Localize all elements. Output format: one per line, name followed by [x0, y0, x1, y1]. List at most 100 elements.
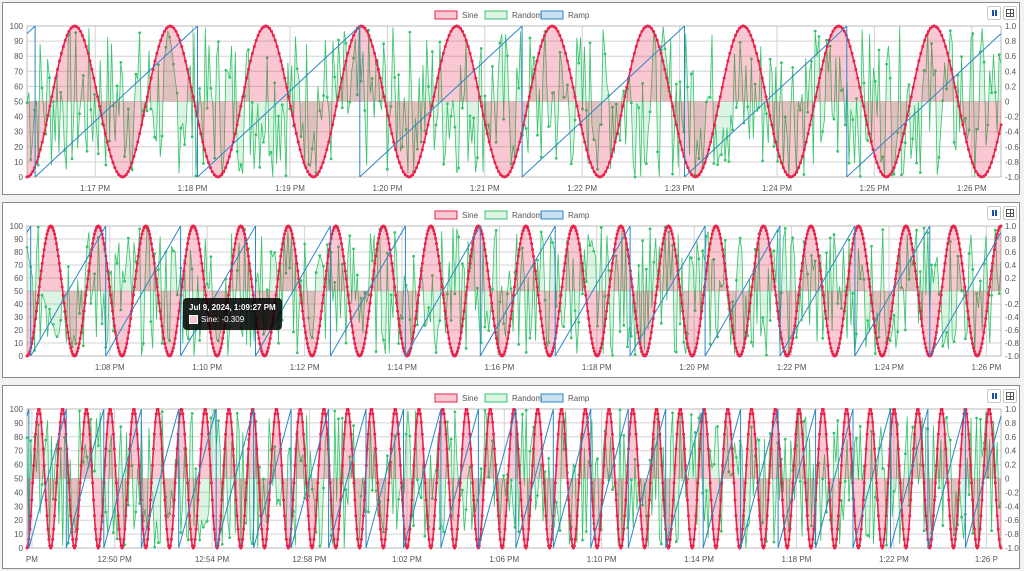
random-point: [179, 126, 183, 130]
sine-point: [734, 514, 738, 518]
sine-point: [864, 254, 868, 258]
sine-point: [51, 226, 55, 230]
sine-point: [29, 173, 33, 177]
sine-point: [455, 352, 459, 356]
sine-point: [942, 420, 946, 424]
sine-point: [974, 170, 978, 174]
ramp-series-line[interactable]: [26, 408, 1002, 549]
x-tick-label: 1:18 PM: [178, 184, 208, 193]
sine-point: [575, 104, 579, 108]
sine-point: [693, 527, 697, 531]
sine-point: [918, 420, 922, 424]
sine-point: [387, 242, 391, 246]
legend[interactable]: Sine Random Ramp: [434, 10, 590, 20]
sine-point: [530, 481, 534, 485]
sine-point: [586, 309, 590, 313]
sine-point: [636, 38, 640, 42]
sine-point: [127, 330, 131, 334]
random-point: [344, 488, 348, 492]
random-point: [738, 41, 742, 44]
sine-point: [922, 336, 926, 340]
random-point: [832, 117, 836, 121]
sine-point: [141, 229, 145, 233]
sine-point: [798, 408, 802, 412]
pause-button[interactable]: [987, 206, 1001, 220]
sine-point: [469, 447, 473, 451]
ramp-series-line[interactable]: [26, 225, 1002, 357]
x-tick-label: 1:02 PM: [392, 555, 422, 564]
ramp-series-line[interactable]: [26, 25, 1002, 178]
pause-button[interactable]: [987, 389, 1001, 403]
sine-point: [275, 408, 279, 412]
sine-point: [435, 481, 439, 485]
random-point: [693, 431, 697, 434]
sine-point: [503, 349, 507, 353]
random-point: [408, 318, 412, 322]
table-view-button[interactable]: [1003, 6, 1017, 20]
sine-point: [574, 229, 578, 233]
sine-point: [900, 140, 904, 144]
sine-point: [950, 537, 954, 541]
sine-point: [205, 412, 209, 416]
random-point: [51, 497, 55, 501]
random-point: [265, 288, 269, 292]
sine-point: [830, 527, 834, 531]
sine-point: [92, 236, 96, 240]
sine-point: [414, 317, 418, 321]
random-point: [986, 123, 990, 127]
sine-point: [704, 269, 708, 273]
sine-point: [41, 254, 45, 258]
sine-point: [105, 140, 109, 144]
sine-point: [607, 293, 611, 297]
random-series-line[interactable]: [26, 409, 1002, 549]
sine-point: [118, 537, 122, 541]
random-series-line[interactable]: [26, 227, 1002, 356]
sine-point: [762, 85, 766, 89]
sine-point: [296, 140, 300, 144]
sine-point: [683, 447, 687, 451]
sine-point: [732, 336, 736, 340]
sine-point: [573, 95, 577, 99]
sine-point: [432, 95, 436, 99]
sine-point: [600, 498, 604, 502]
legend[interactable]: Sine Random Ramp: [434, 210, 590, 220]
pause-button[interactable]: [987, 6, 1001, 20]
table-view-button[interactable]: [1003, 389, 1017, 403]
random-point: [750, 340, 753, 344]
sine-point: [427, 537, 431, 541]
sine-point: [346, 408, 350, 412]
sine-point: [304, 166, 308, 170]
sine-point: [301, 420, 305, 424]
sine-point: [79, 463, 83, 467]
x-tick-label: 1:25 PM: [859, 184, 889, 193]
random-point: [314, 271, 318, 274]
random-point: [205, 282, 209, 286]
sine-point: [603, 447, 607, 451]
sine-point: [640, 349, 644, 353]
line-chart-3[interactable]: Sine Random Ramp0102030405060708090100-1.0…: [3, 386, 1019, 568]
random-series-line[interactable]: [26, 26, 1002, 178]
sine-point: [517, 248, 521, 252]
table-view-button[interactable]: [1003, 206, 1017, 220]
sine-point: [448, 498, 452, 502]
random-point: [543, 470, 547, 474]
random-point: [611, 105, 614, 109]
line-chart-1[interactable]: Sine Random Ramp0102030405060708090100-1.0…: [3, 3, 1019, 194]
sine-point: [525, 544, 529, 548]
sine-point: [473, 514, 477, 518]
sine-point: [425, 232, 429, 236]
sine-point: [212, 349, 216, 353]
sine-point: [145, 95, 149, 99]
sine-point: [611, 447, 615, 451]
random-point: [74, 31, 78, 35]
sine-point: [786, 544, 790, 548]
random-point: [434, 351, 438, 354]
sine-point: [968, 447, 972, 451]
sine-point: [798, 161, 802, 165]
sine-point: [259, 514, 263, 518]
random-point: [119, 308, 123, 312]
line-chart-2[interactable]: Sine Random Ramp0102030405060708090100-1.0…: [3, 203, 1019, 377]
legend[interactable]: Sine Random Ramp: [434, 393, 590, 403]
sine-point: [917, 412, 921, 416]
sine-point: [802, 463, 806, 467]
